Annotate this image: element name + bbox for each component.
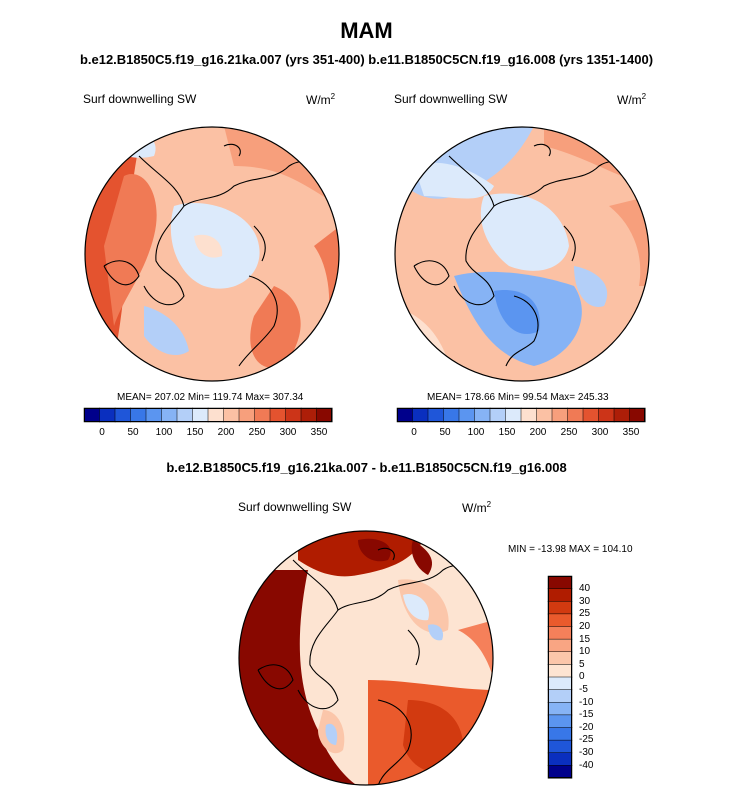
colorbar-swatch (551, 407, 569, 423)
diff-colorbar-tick: 5 (579, 659, 585, 670)
colorbar-swatch (161, 407, 178, 423)
panel1-colorbar-tick: 100 (155, 427, 173, 438)
panel2-colorbar-tick: 200 (529, 427, 547, 438)
colorbar-swatch (547, 752, 573, 766)
panel1-stats: MEAN= 207.02 Min= 119.74 Max= 307.34 (117, 392, 304, 403)
panel2-colorbar-tick: 50 (439, 427, 451, 438)
diff-colorbar (547, 575, 573, 779)
colorbar-swatch (223, 407, 240, 423)
diff-colorbar-tick: -30 (579, 747, 594, 758)
colorbar-swatch (598, 407, 615, 423)
colorbar-swatch (474, 407, 491, 423)
colorbar-swatch (145, 407, 163, 423)
colorbar-swatch (547, 613, 573, 628)
panel1-colorbar (83, 407, 333, 423)
difference-title: b.e12.B1850C5.f19_g16.21ka.007 - b.e11.B… (166, 460, 567, 475)
diff-units: W/m2 (462, 500, 492, 515)
colorbar-swatch (458, 407, 476, 423)
colorbar-swatch (207, 407, 225, 423)
panel2-colorbar-tick: 150 (498, 427, 516, 438)
diff-colorbar-tick: 15 (579, 634, 591, 645)
colorbar-swatch (547, 676, 573, 691)
panel2-colorbar-tick: 300 (591, 427, 609, 438)
colorbar-swatch (396, 407, 414, 423)
diff-colorbar-tick: 25 (579, 608, 591, 619)
colorbar-swatch (83, 407, 101, 423)
panel1-colorbar-tick: 300 (279, 427, 297, 438)
colorbar-swatch (547, 651, 573, 665)
colorbar-swatch (254, 407, 271, 423)
panel1-variable-label: Surf downwelling SW (83, 92, 197, 106)
diff-colorbar-tick: -5 (579, 684, 588, 695)
colorbar-swatch (536, 407, 553, 423)
panel1-units: W/m2 (306, 92, 336, 107)
figure-title: MAM (340, 18, 393, 43)
colorbar-swatch (547, 626, 573, 640)
colorbar-swatch (130, 407, 147, 423)
colorbar-swatch (412, 407, 429, 423)
panel2-units: W/m2 (617, 92, 647, 107)
colorbar-swatch (99, 407, 116, 423)
colorbar-swatch (547, 702, 573, 716)
diff-colorbar-tick: 10 (579, 646, 591, 657)
panel1-colorbar-tick: 250 (248, 427, 266, 438)
colorbar-swatch (238, 407, 256, 423)
figure-subtitle: b.e12.B1850C5.f19_g16.21ka.007 (yrs 351-… (79, 52, 654, 67)
colorbar-swatch (547, 727, 573, 741)
colorbar-swatch (547, 664, 573, 678)
panel1-colorbar-tick: 150 (186, 427, 204, 438)
colorbar-swatch (285, 407, 302, 423)
diff-colorbar-tick: -15 (579, 709, 594, 720)
panel2-colorbar-tick: 100 (467, 427, 485, 438)
diff-colorbar-tick: 30 (579, 596, 591, 607)
colorbar-swatch (547, 765, 573, 779)
panel2-colorbar-tick: 350 (622, 427, 640, 438)
colorbar-swatch (547, 714, 573, 729)
colorbar-swatch (316, 407, 333, 423)
diff-colorbar-tick: 20 (579, 621, 591, 632)
panel1-colorbar-tick: 200 (217, 427, 235, 438)
diff-stats: MIN = -13.98 MAX = 104.10 (508, 544, 633, 555)
colorbar-swatch (269, 407, 287, 423)
colorbar-swatch (582, 407, 600, 423)
colorbar-swatch (443, 407, 460, 423)
diff-polar-map (238, 530, 494, 786)
panel2-stats: MEAN= 178.66 Min= 99.54 Max= 245.33 (427, 392, 609, 403)
colorbar-swatch (547, 638, 573, 653)
colorbar-swatch (547, 588, 573, 602)
colorbar-swatch (520, 407, 538, 423)
diff-colorbar-tick: -40 (579, 760, 594, 771)
colorbar-swatch (489, 407, 507, 423)
colorbar-swatch (300, 407, 318, 423)
colorbar-swatch (192, 407, 209, 423)
diff-colorbar-tick: -20 (579, 722, 594, 733)
panel1-polar-map (84, 126, 340, 382)
panel2-polar-map (394, 126, 650, 382)
panel2-variable-label: Surf downwelling SW (394, 92, 508, 106)
colorbar-swatch (505, 407, 522, 423)
colorbar-swatch (629, 407, 646, 423)
diff-variable-label: Surf downwelling SW (238, 500, 352, 514)
diff-colorbar-tick: 0 (579, 671, 585, 682)
panel1-colorbar-tick: 0 (99, 427, 105, 438)
panel1-colorbar-tick: 50 (127, 427, 139, 438)
colorbar-swatch (547, 575, 573, 590)
colorbar-swatch (613, 407, 631, 423)
panel2-colorbar (396, 407, 646, 423)
diff-colorbar-tick: 40 (579, 583, 591, 594)
diff-colorbar-tick: -25 (579, 734, 594, 745)
diff-colorbar-tick: -10 (579, 697, 594, 708)
colorbar-swatch (114, 407, 132, 423)
colorbar-swatch (176, 407, 194, 423)
panel1-colorbar-tick: 350 (310, 427, 328, 438)
colorbar-swatch (547, 601, 573, 615)
panel2-colorbar-tick: 0 (411, 427, 417, 438)
colorbar-swatch (547, 739, 573, 754)
colorbar-swatch (547, 689, 573, 703)
colorbar-swatch (567, 407, 584, 423)
colorbar-swatch (427, 407, 445, 423)
panel2-colorbar-tick: 250 (560, 427, 578, 438)
